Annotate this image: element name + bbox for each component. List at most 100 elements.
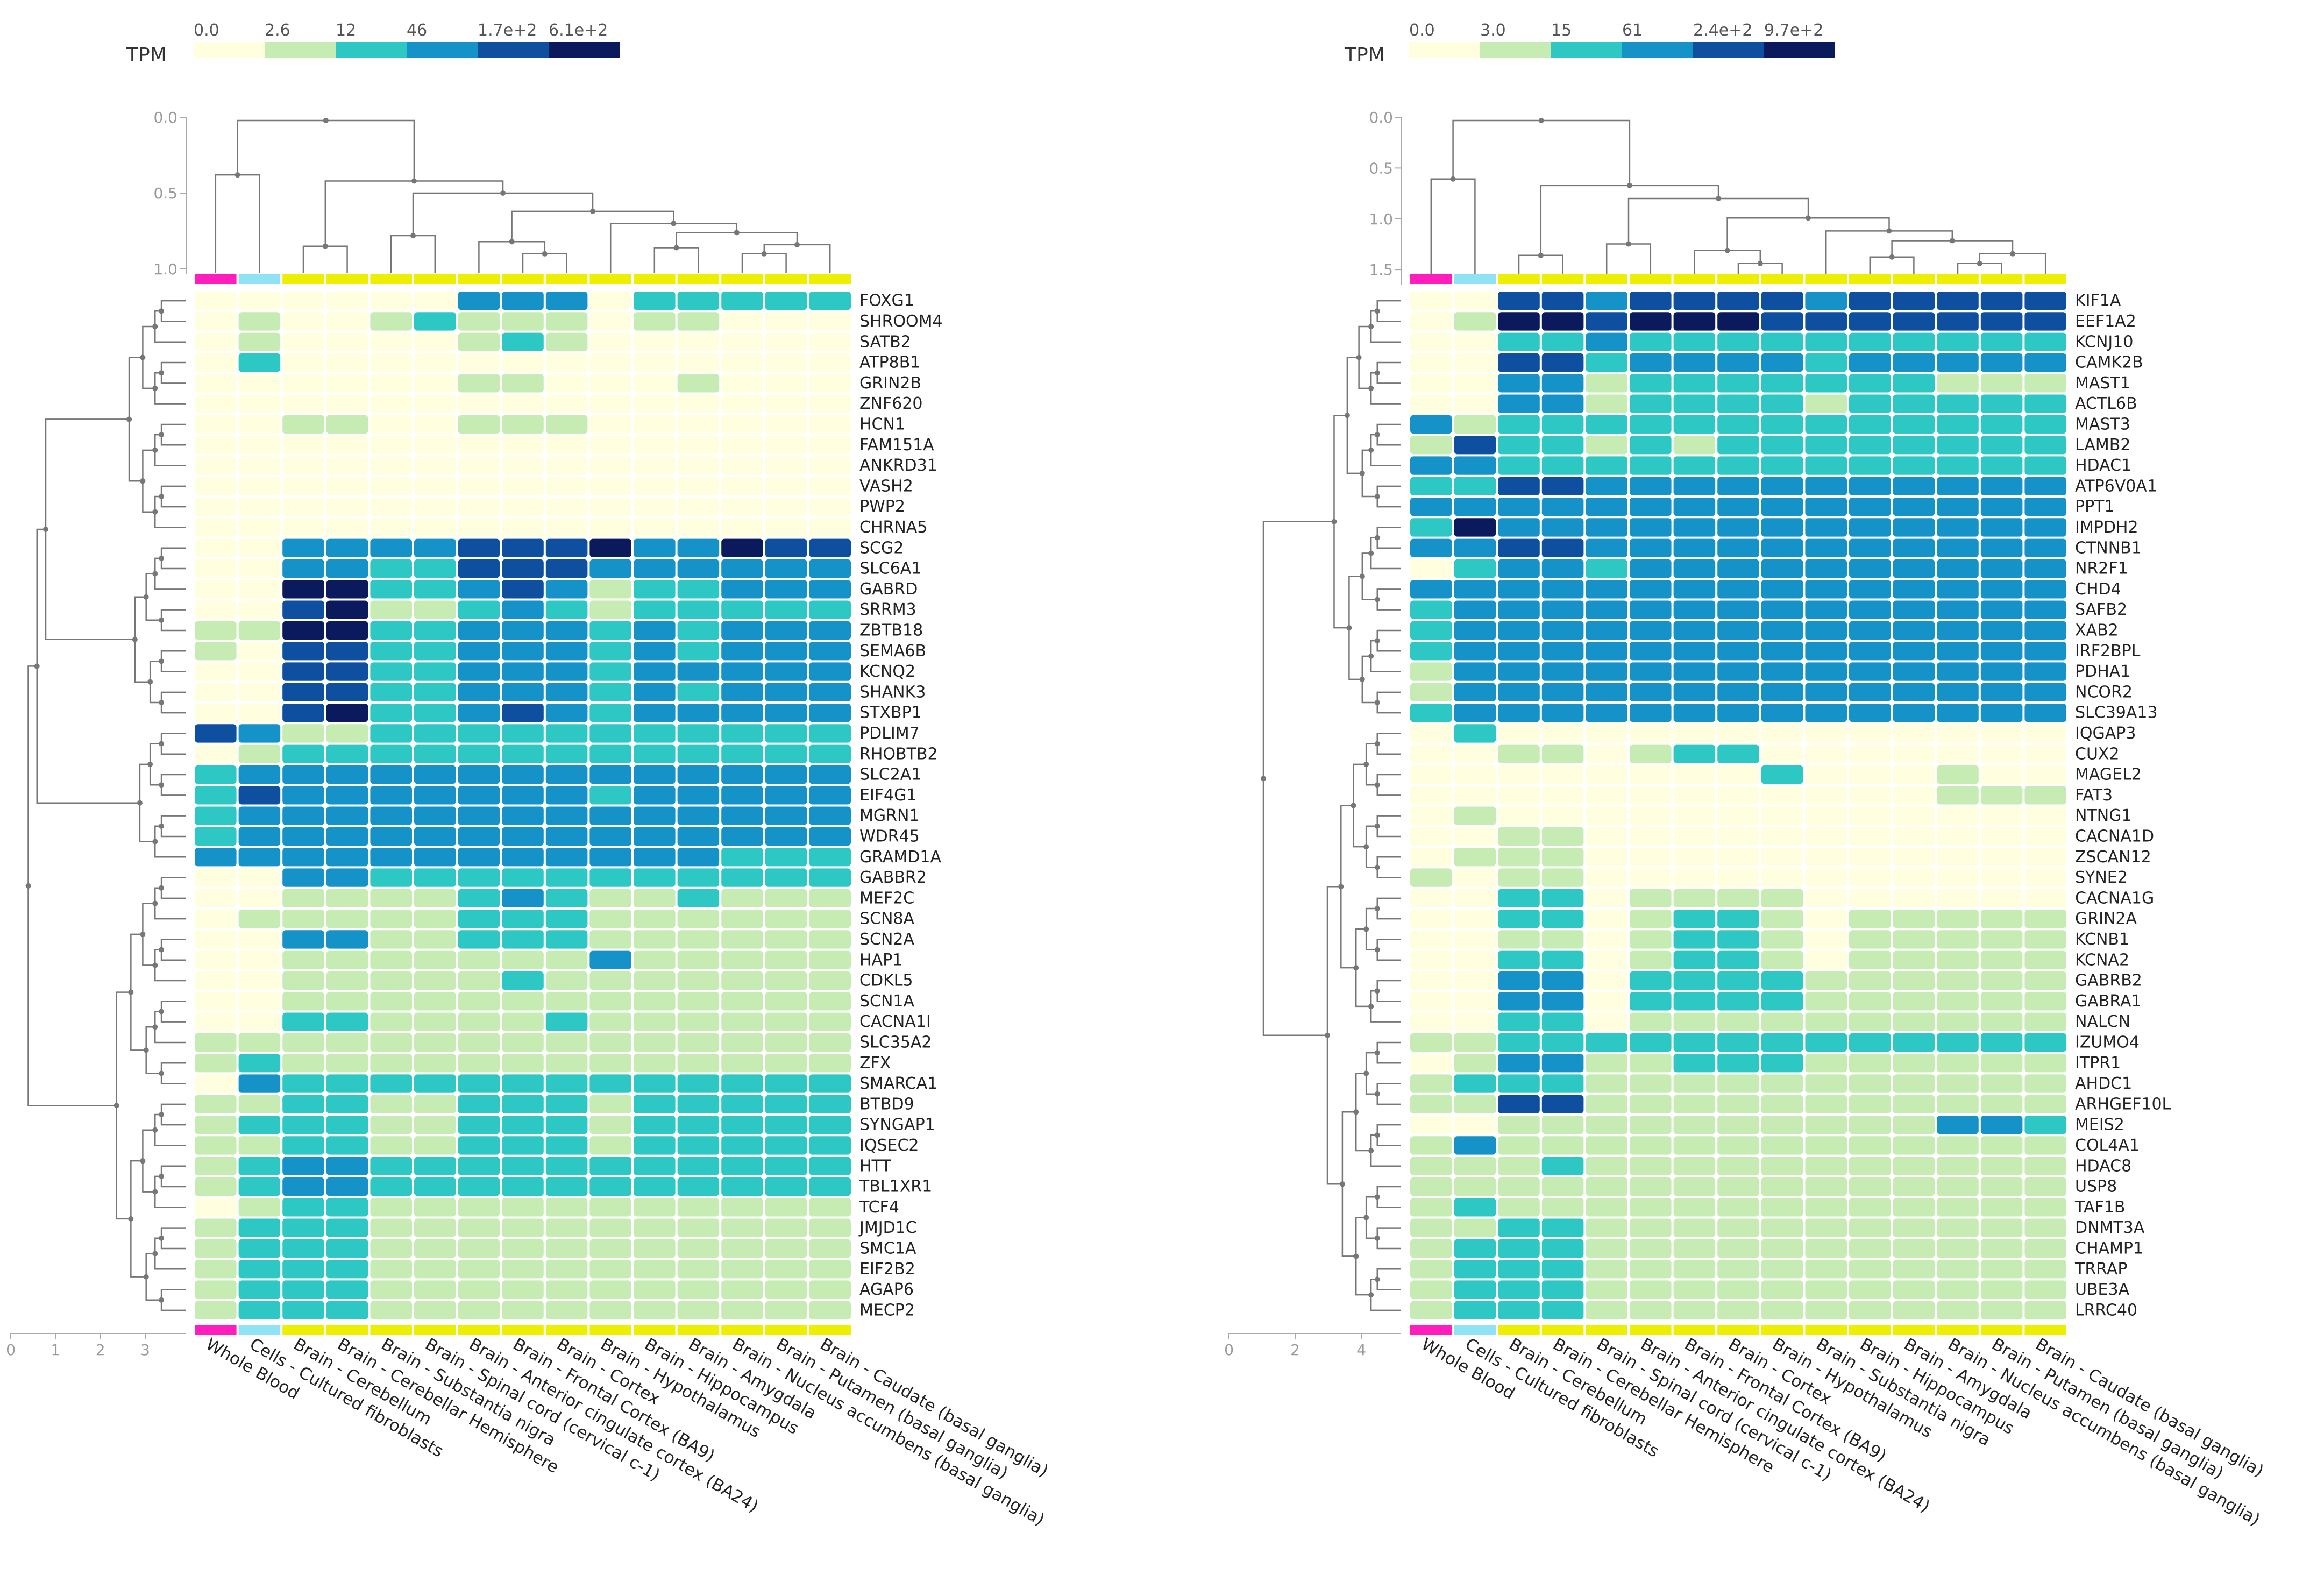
heatmap-cell[interactable]	[1673, 806, 1716, 825]
heatmap-cell[interactable]	[1717, 868, 1759, 887]
heatmap-cell[interactable]	[1717, 971, 1759, 990]
heatmap-cell[interactable]	[502, 765, 544, 784]
heatmap-cell[interactable]	[1849, 806, 1891, 825]
heatmap-cell[interactable]	[1937, 312, 1979, 331]
heatmap-cell[interactable]	[1454, 436, 1496, 455]
heatmap-cell[interactable]	[721, 312, 763, 331]
heatmap-cell[interactable]	[1937, 868, 1979, 887]
heatmap-cell[interactable]	[677, 1136, 720, 1155]
heatmap-cell[interactable]	[414, 950, 456, 969]
heatmap-cell[interactable]	[1717, 580, 1759, 599]
heatmap-cell[interactable]	[1980, 538, 2023, 557]
heatmap-cell[interactable]	[1541, 1012, 1584, 1031]
heatmap-cell[interactable]	[765, 1218, 807, 1237]
heatmap-cell[interactable]	[1454, 1095, 1496, 1113]
heatmap-cell[interactable]	[1410, 889, 1452, 907]
heatmap-cell[interactable]	[721, 436, 763, 455]
heatmap-cell[interactable]	[1937, 930, 1979, 949]
heatmap-cell[interactable]	[545, 950, 588, 969]
heatmap-cell[interactable]	[282, 1280, 324, 1299]
heatmap-cell[interactable]	[765, 477, 807, 495]
heatmap-cell[interactable]	[195, 704, 237, 722]
heatmap-cell[interactable]	[1586, 744, 1627, 763]
heatmap-cell[interactable]	[1980, 1198, 2023, 1217]
heatmap-cell[interactable]	[370, 292, 412, 310]
heatmap-cell[interactable]	[721, 642, 763, 661]
heatmap-cell[interactable]	[545, 1280, 588, 1299]
heatmap-cell[interactable]	[1717, 415, 1759, 434]
heatmap-cell[interactable]	[677, 477, 720, 495]
heatmap-cell[interactable]	[1893, 704, 1935, 722]
heatmap-cell[interactable]	[765, 950, 807, 969]
heatmap-cell[interactable]	[195, 662, 237, 681]
heatmap-cell[interactable]	[502, 806, 544, 825]
heatmap-cell[interactable]	[1586, 477, 1627, 495]
heatmap-cell[interactable]	[502, 312, 544, 331]
heatmap-cell[interactable]	[1717, 292, 1759, 310]
heatmap-cell[interactable]	[458, 889, 500, 907]
heatmap-cell[interactable]	[2024, 848, 2066, 867]
heatmap-cell[interactable]	[370, 538, 412, 557]
heatmap-cell[interactable]	[238, 394, 281, 413]
heatmap-cell[interactable]	[1410, 662, 1452, 681]
heatmap-cell[interactable]	[1541, 724, 1584, 743]
heatmap-cell[interactable]	[589, 1136, 631, 1155]
heatmap-cell[interactable]	[1454, 1177, 1496, 1196]
heatmap-cell[interactable]	[677, 1198, 720, 1217]
heatmap-cell[interactable]	[502, 621, 544, 640]
heatmap-cell[interactable]	[502, 704, 544, 722]
heatmap-cell[interactable]	[765, 868, 807, 887]
heatmap-cell[interactable]	[1586, 1116, 1627, 1134]
heatmap-cell[interactable]	[238, 436, 281, 455]
heatmap-cell[interactable]	[1717, 950, 1759, 969]
heatmap-cell[interactable]	[1893, 1136, 1935, 1155]
heatmap-cell[interactable]	[370, 312, 412, 331]
heatmap-cell[interactable]	[238, 827, 281, 846]
heatmap-cell[interactable]	[721, 1260, 763, 1279]
heatmap-cell[interactable]	[1761, 786, 1803, 805]
heatmap-cell[interactable]	[1673, 704, 1716, 722]
heatmap-cell[interactable]	[634, 827, 676, 846]
heatmap-cell[interactable]	[2024, 744, 2066, 763]
heatmap-cell[interactable]	[765, 1260, 807, 1279]
heatmap-cell[interactable]	[721, 971, 763, 990]
heatmap-cell[interactable]	[1673, 848, 1716, 867]
heatmap-cell[interactable]	[238, 704, 281, 722]
heatmap-cell[interactable]	[1805, 332, 1847, 351]
heatmap-cell[interactable]	[809, 765, 851, 784]
heatmap-cell[interactable]	[721, 806, 763, 825]
heatmap-cell[interactable]	[634, 848, 676, 867]
heatmap-cell[interactable]	[282, 930, 324, 949]
heatmap-cell[interactable]	[1937, 765, 1979, 784]
heatmap-cell[interactable]	[1717, 538, 1759, 557]
heatmap-cell[interactable]	[1805, 621, 1847, 640]
heatmap-cell[interactable]	[765, 621, 807, 640]
heatmap-cell[interactable]	[414, 724, 456, 743]
heatmap-cell[interactable]	[1630, 1074, 1672, 1093]
heatmap-cell[interactable]	[1630, 1033, 1672, 1052]
heatmap-cell[interactable]	[809, 332, 851, 351]
heatmap-cell[interactable]	[1717, 436, 1759, 455]
heatmap-cell[interactable]	[1410, 600, 1452, 619]
heatmap-cell[interactable]	[238, 621, 281, 640]
heatmap-cell[interactable]	[1410, 910, 1452, 928]
heatmap-cell[interactable]	[238, 456, 281, 475]
heatmap-cell[interactable]	[1410, 642, 1452, 661]
heatmap-cell[interactable]	[765, 662, 807, 681]
heatmap-cell[interactable]	[282, 1054, 324, 1073]
heatmap-cell[interactable]	[238, 1157, 281, 1175]
heatmap-cell[interactable]	[1805, 1177, 1847, 1196]
heatmap-cell[interactable]	[1717, 930, 1759, 949]
heatmap-cell[interactable]	[545, 1260, 588, 1279]
heatmap-cell[interactable]	[282, 1116, 324, 1134]
heatmap-cell[interactable]	[677, 683, 720, 701]
heatmap-cell[interactable]	[1541, 786, 1584, 805]
heatmap-cell[interactable]	[1630, 353, 1672, 372]
heatmap-cell[interactable]	[1630, 930, 1672, 949]
heatmap-cell[interactable]	[1761, 621, 1803, 640]
heatmap-cell[interactable]	[238, 600, 281, 619]
heatmap-cell[interactable]	[1761, 1260, 1803, 1279]
heatmap-cell[interactable]	[326, 642, 368, 661]
heatmap-cell[interactable]	[1673, 332, 1716, 351]
heatmap-cell[interactable]	[326, 724, 368, 743]
